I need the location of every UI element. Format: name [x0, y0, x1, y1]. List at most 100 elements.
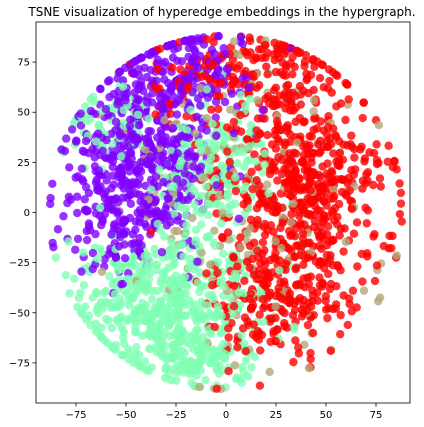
scatter-point: [102, 135, 111, 145]
scatter-point: [170, 352, 180, 361]
scatter-point: [306, 348, 315, 358]
scatter-point: [247, 363, 256, 372]
scatter-point: [229, 281, 239, 290]
scatter-point: [267, 140, 277, 149]
scatter-point: [195, 287, 204, 296]
scatter-point: [51, 253, 61, 262]
scatter-point: [302, 75, 311, 85]
scatter-point: [262, 200, 272, 210]
scatter-point: [73, 302, 82, 312]
x-tick-label: −25: [165, 410, 186, 421]
scatter-point: [324, 111, 333, 121]
scatter-point: [318, 60, 328, 70]
scatter-point: [306, 195, 315, 204]
scatter-point: [180, 231, 190, 240]
scatter-point: [174, 96, 184, 105]
scatter-point: [395, 209, 405, 219]
scatter-point: [202, 85, 212, 94]
scatter-point: [356, 145, 365, 154]
x-tick-label: 25: [270, 410, 283, 421]
scatter-point: [118, 279, 128, 289]
scatter-point: [341, 237, 351, 247]
scatter-point: [301, 51, 311, 60]
scatter-point: [300, 185, 309, 194]
scatter-point: [376, 182, 385, 191]
scatter-point: [176, 65, 185, 74]
scatter-point: [108, 298, 118, 307]
scatter-point: [194, 63, 203, 72]
scatter-point: [107, 323, 117, 333]
scatter-point: [65, 163, 74, 172]
scatter-point: [100, 255, 109, 264]
scatter-point: [74, 293, 84, 303]
scatter-point: [172, 110, 182, 119]
scatter-point: [250, 150, 259, 159]
scatter-point: [280, 50, 289, 59]
scatter-point: [91, 229, 100, 239]
scatter-point: [101, 104, 111, 114]
scatter-point: [48, 179, 57, 189]
scatter-point: [358, 113, 367, 123]
scatter-point: [121, 227, 131, 236]
scatter-point: [71, 245, 80, 254]
scatter-point: [363, 168, 373, 177]
scatter-point: [289, 199, 298, 208]
scatter-point: [252, 134, 261, 144]
scatter-point: [190, 72, 199, 81]
scatter-point: [309, 55, 318, 64]
scatter-point: [375, 174, 385, 183]
scatter-point: [132, 343, 141, 352]
scatter-point: [101, 286, 111, 296]
scatter-point: [236, 90, 245, 100]
scatter-point: [197, 72, 206, 81]
scatter-point: [120, 63, 130, 73]
scatter-point: [128, 177, 138, 187]
scatter-point: [202, 35, 212, 44]
scatter-point: [121, 96, 130, 105]
scatter-point: [286, 191, 296, 201]
scatter-point: [137, 53, 146, 62]
scatter-point: [245, 94, 254, 104]
scatter-point: [193, 278, 203, 287]
scatter-point: [194, 139, 203, 149]
scatter-point: [81, 102, 90, 111]
scatter-point: [131, 328, 140, 337]
scatter-point: [299, 308, 308, 318]
scatter-point: [290, 252, 299, 262]
scatter-point: [280, 318, 289, 328]
scatter-point: [170, 290, 179, 300]
scatter-point: [180, 36, 189, 46]
scatter-point: [177, 203, 186, 212]
scatter-point: [223, 228, 233, 237]
scatter-point: [190, 129, 199, 138]
scatter-point: [324, 269, 333, 279]
scatter-point: [179, 195, 188, 205]
scatter-point: [100, 209, 110, 219]
scatter-point: [200, 173, 209, 183]
scatter-point: [287, 209, 296, 219]
scatter-point: [81, 136, 91, 146]
scatter-point: [288, 70, 297, 79]
scatter-point: [181, 311, 190, 320]
scatter-point: [91, 325, 101, 335]
scatter-point: [109, 180, 119, 189]
scatter-point: [89, 97, 98, 107]
scatter-point: [108, 171, 118, 180]
scatter-point: [300, 117, 309, 126]
scatter-point: [209, 38, 218, 47]
scatter-point: [81, 302, 90, 311]
scatter-point: [197, 124, 206, 133]
scatter-point: [148, 48, 157, 57]
scatter-point: [61, 270, 71, 280]
scatter-point: [358, 277, 367, 286]
scatter-point: [188, 213, 197, 223]
scatter-point: [372, 140, 381, 149]
scatter-point: [233, 159, 242, 168]
scatter-point: [167, 237, 176, 247]
scatter-point: [97, 267, 107, 277]
scatter-point: [333, 260, 342, 270]
scatter-point: [241, 356, 251, 365]
scatter-point: [139, 199, 148, 208]
scatter-point: [334, 136, 344, 146]
scatter-point: [218, 232, 227, 242]
